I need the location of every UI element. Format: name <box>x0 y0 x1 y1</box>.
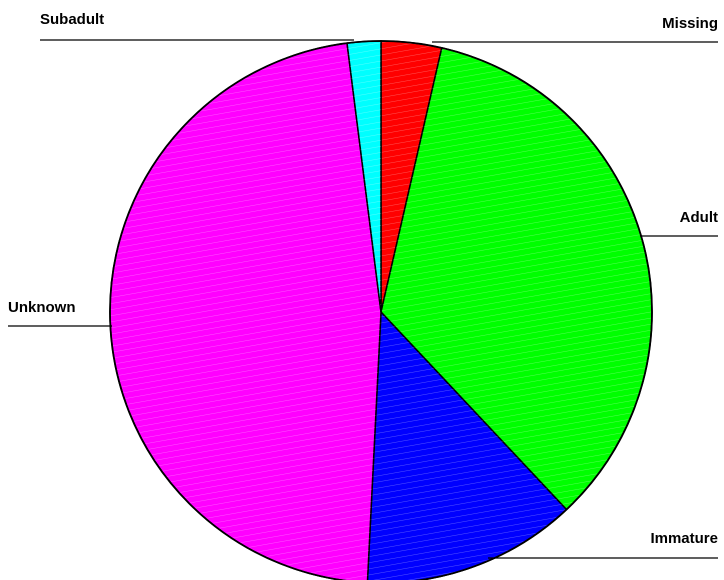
pie-slice-texture-unknown <box>110 43 381 580</box>
slice-labels: Missing Adult Immature Unknown Subadult <box>8 11 718 547</box>
pie-slice-texture-adult <box>381 47 653 510</box>
pie-slice-texture-subadult <box>347 41 381 312</box>
slice-label-missing: Missing <box>662 15 718 32</box>
pie-slices <box>109 40 653 580</box>
slice-label-subadult: Subadult <box>40 11 104 28</box>
slice-label-unknown: Unknown <box>8 299 76 316</box>
leader-lines <box>8 39 718 559</box>
slice-label-adult: Adult <box>680 209 718 226</box>
pie-slice-texture-immature <box>367 312 567 580</box>
pie-outline <box>109 40 653 580</box>
slice-label-immature: Immature <box>650 530 718 547</box>
